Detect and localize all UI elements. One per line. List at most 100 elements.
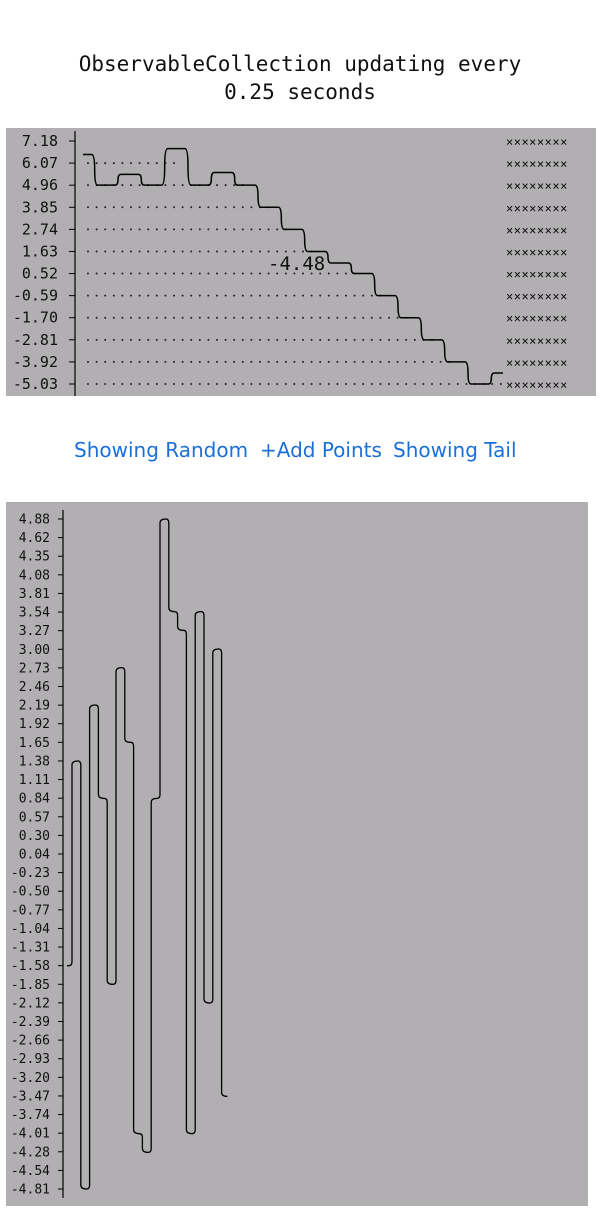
guide-dot bbox=[121, 360, 124, 363]
guide-dot bbox=[190, 383, 193, 385]
guide-dot bbox=[147, 272, 150, 275]
guide-dot bbox=[198, 360, 201, 363]
guide-dot bbox=[173, 184, 175, 187]
guide-dot bbox=[362, 294, 365, 297]
guide-dot bbox=[216, 294, 218, 297]
y-tick-label: -1.04 bbox=[11, 922, 50, 937]
guide-dot bbox=[121, 383, 124, 385]
y-tick-label: -0.23 bbox=[11, 866, 50, 881]
y-tick-label: 3.00 bbox=[19, 643, 50, 658]
guide-dot bbox=[181, 294, 184, 297]
guide-dot bbox=[233, 228, 236, 231]
guide-dot bbox=[130, 272, 132, 275]
guide-dot bbox=[164, 206, 167, 209]
guide-dot bbox=[302, 383, 304, 385]
guide-dot bbox=[112, 316, 115, 319]
guide-dot bbox=[173, 383, 175, 385]
guide-dot bbox=[379, 383, 382, 385]
guide-dot bbox=[121, 272, 124, 275]
y-tick-label: 7.18 bbox=[22, 132, 58, 150]
guide-dot bbox=[138, 338, 141, 341]
placeholder-marker: ×××××××× bbox=[506, 157, 568, 171]
guide-dot bbox=[216, 272, 218, 275]
y-tick-label: -3.20 bbox=[11, 1071, 50, 1086]
y-tick-label: -1.31 bbox=[11, 941, 50, 956]
random-chart: 4.88 4.62 4.35 4.08 3.81 3.54 3.27 3.00 2.73 2.46… bbox=[6, 502, 588, 1206]
guide-dot bbox=[95, 360, 98, 363]
guide-dot bbox=[491, 383, 494, 385]
guide-dot bbox=[198, 250, 201, 253]
guide-dot bbox=[396, 316, 399, 319]
y-tick-label: -0.50 bbox=[11, 885, 50, 900]
guide-dot bbox=[362, 360, 365, 363]
guide-dot bbox=[327, 360, 330, 363]
guide-dot bbox=[293, 272, 296, 275]
guide-dot bbox=[130, 294, 132, 297]
y-tick-label: 0.52 bbox=[22, 265, 58, 283]
guide-dot bbox=[396, 338, 399, 341]
guide-dot bbox=[345, 294, 347, 297]
y-tick-label: 4.35 bbox=[19, 550, 50, 565]
placeholder-marker: ×××××××× bbox=[506, 179, 568, 193]
y-tick-label: -1.85 bbox=[11, 978, 50, 993]
guide-dot bbox=[276, 294, 279, 297]
guide-dot bbox=[147, 360, 150, 363]
guide-dot bbox=[302, 338, 304, 341]
guide-dot bbox=[155, 360, 158, 363]
guide-dot bbox=[130, 184, 132, 187]
guide-dot bbox=[87, 250, 89, 253]
y-tick-label: -1.70 bbox=[13, 309, 58, 327]
guide-dot bbox=[147, 294, 150, 297]
guide-dot bbox=[224, 206, 227, 209]
guide-dot bbox=[207, 294, 210, 297]
guide-dot bbox=[138, 206, 141, 209]
guide-dot bbox=[87, 383, 89, 385]
y-tick-label: 1.38 bbox=[19, 754, 50, 769]
guide-dot bbox=[293, 383, 296, 385]
guide-dot bbox=[336, 360, 339, 363]
guide-dot bbox=[164, 294, 167, 297]
guide-dot bbox=[276, 383, 279, 385]
guide-dot bbox=[233, 272, 236, 275]
guide-dot bbox=[310, 383, 313, 385]
guide-dot bbox=[233, 206, 236, 209]
guide-dot bbox=[87, 162, 89, 165]
guide-dot bbox=[224, 228, 227, 231]
y-tick-label: -2.93 bbox=[11, 1052, 50, 1067]
guide-dot bbox=[345, 338, 347, 341]
guide-dot bbox=[267, 294, 270, 297]
guide-dot bbox=[155, 206, 158, 209]
y-tick-label: 1.92 bbox=[19, 717, 50, 732]
guide-dot bbox=[87, 272, 89, 275]
add-points-button[interactable]: +Add Points bbox=[260, 438, 382, 462]
showing-random-button[interactable]: Showing Random bbox=[74, 438, 249, 462]
guide-dot bbox=[241, 250, 244, 253]
y-tick-label: -4.81 bbox=[11, 1183, 50, 1198]
guide-dot bbox=[138, 383, 141, 385]
guide-dot bbox=[198, 383, 201, 385]
guide-dot bbox=[241, 294, 244, 297]
guide-dot bbox=[181, 338, 184, 341]
guide-dot bbox=[250, 228, 253, 231]
guide-dot bbox=[319, 383, 322, 385]
guide-dot bbox=[233, 184, 236, 187]
guide-dot bbox=[241, 383, 244, 385]
guide-dot bbox=[207, 383, 210, 385]
guide-dot bbox=[164, 383, 167, 385]
placeholder-marker: ×××××××× bbox=[506, 312, 568, 326]
guide-dot bbox=[207, 338, 210, 341]
guide-dot bbox=[233, 383, 236, 385]
guide-dot bbox=[293, 360, 296, 363]
guide-dot bbox=[353, 294, 356, 297]
guide-dot bbox=[164, 360, 167, 363]
guide-dot bbox=[112, 294, 115, 297]
guide-dot bbox=[370, 316, 373, 319]
guide-dot bbox=[104, 294, 107, 297]
guide-dot bbox=[413, 383, 416, 385]
guide-dot bbox=[224, 294, 227, 297]
guide-dot bbox=[207, 360, 210, 363]
guide-dot bbox=[87, 228, 89, 231]
showing-tail-button[interactable]: Showing Tail bbox=[393, 438, 517, 462]
guide-dot bbox=[155, 338, 158, 341]
guide-dot bbox=[121, 228, 124, 231]
